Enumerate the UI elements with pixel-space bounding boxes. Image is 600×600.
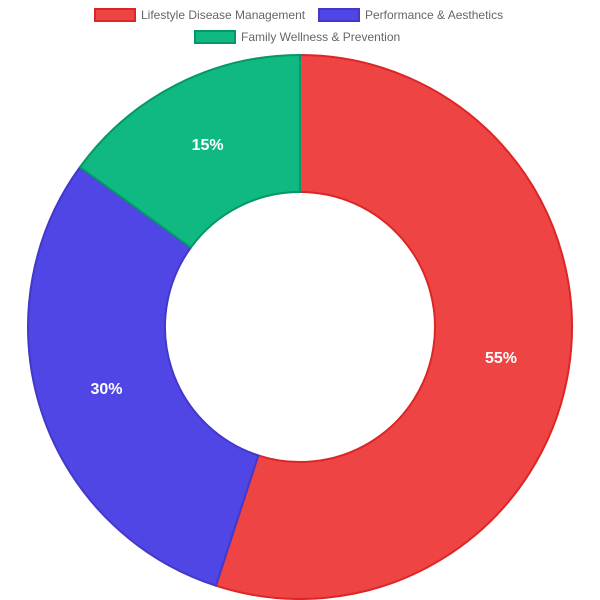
slice bbox=[78, 53, 301, 250]
slice-label: 30% bbox=[90, 381, 122, 398]
slice bbox=[27, 165, 260, 587]
legend-swatch bbox=[94, 8, 136, 22]
legend-label: Lifestyle Disease Management bbox=[141, 8, 306, 22]
slice-label: 55% bbox=[485, 350, 517, 367]
slice bbox=[214, 53, 573, 600]
legend-swatch bbox=[318, 8, 360, 22]
legend-swatch bbox=[194, 30, 236, 44]
legend-label: Family Wellness & Prevention bbox=[241, 30, 400, 44]
legend-label: Performance & Aesthetics bbox=[365, 8, 503, 22]
slice-label: 15% bbox=[192, 137, 224, 154]
